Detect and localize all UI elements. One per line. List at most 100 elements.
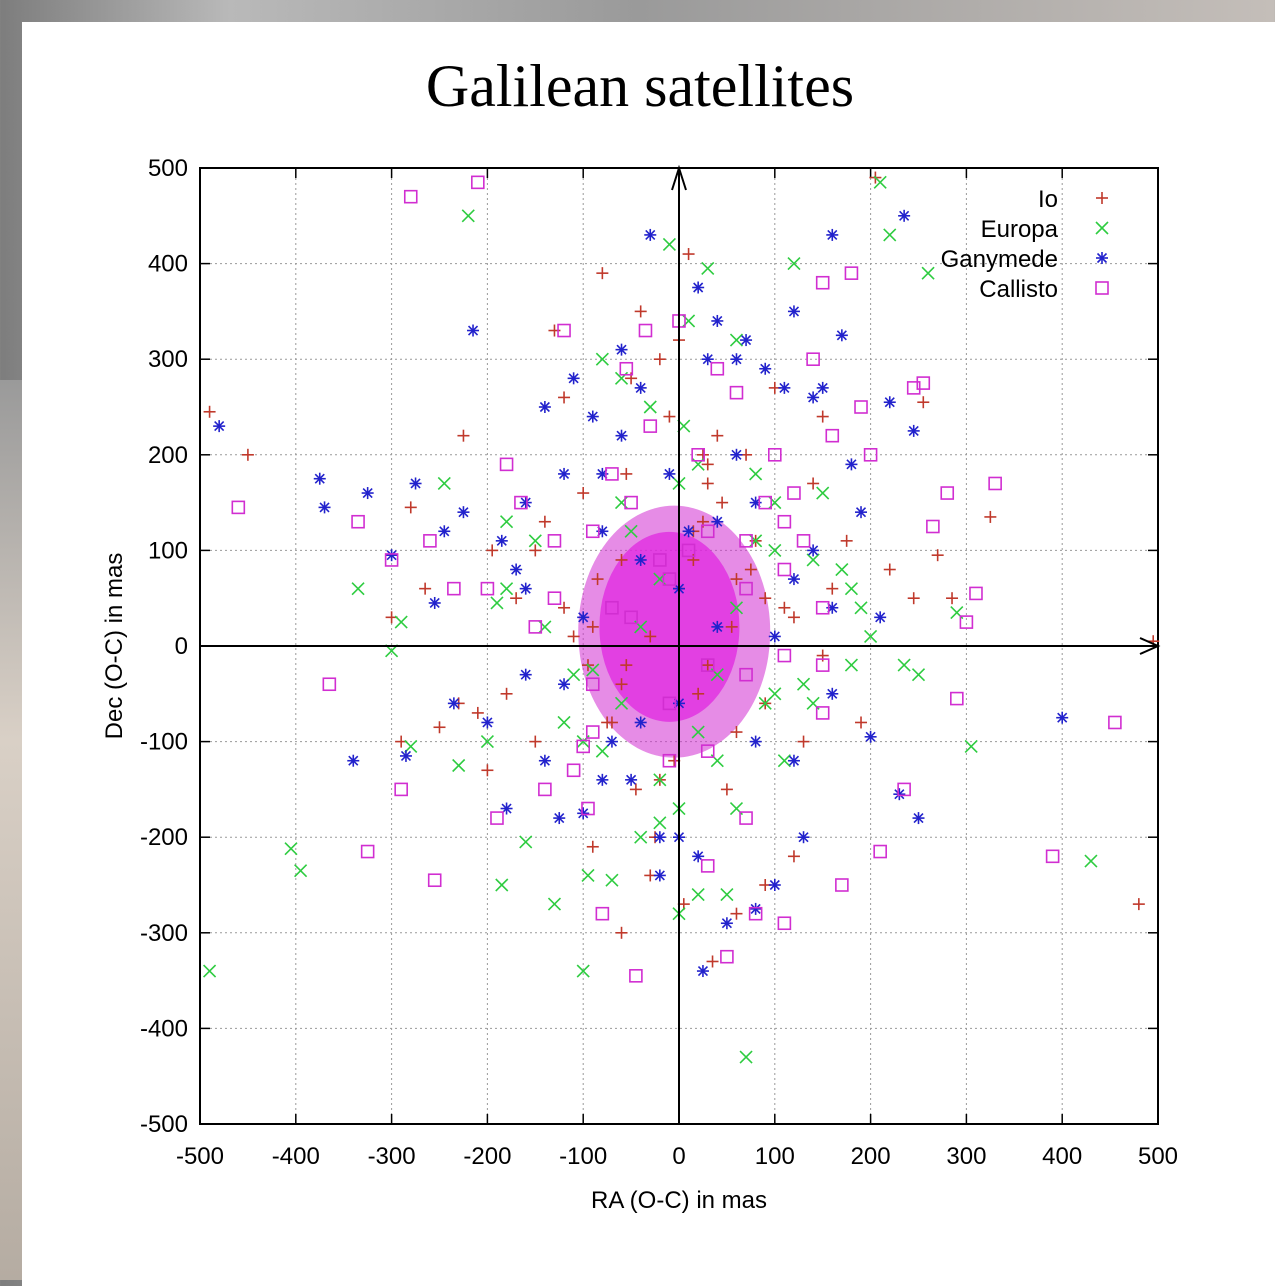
x-axis-label: RA (O-C) in mas [591,1187,767,1214]
callisto-point [710,361,725,376]
europa-point [729,333,744,347]
io-point [706,955,719,968]
io-point [615,678,628,691]
callisto-point [777,916,792,931]
ganymede-point [399,749,412,762]
io-point [433,721,446,734]
ganymede-point [883,396,896,409]
y-tick-label: 300 [148,346,188,373]
callisto-point [787,486,801,500]
ganymede-point [605,735,618,748]
io-point [529,544,542,557]
ganymede-point [519,496,532,509]
io-point [529,735,542,748]
ganymede-point [730,353,743,366]
y-tick-label: 0 [175,633,188,660]
io-point [816,410,829,423]
callisto-point [605,467,619,481]
io-point [725,620,738,633]
x-tick-label: -200 [463,1143,511,1170]
io-point [1132,898,1145,911]
callisto-point [662,572,677,586]
europa-point [547,897,562,911]
ganymede-point [787,573,800,586]
callisto-point [815,275,830,290]
io-point [644,630,657,643]
io-point [682,248,695,261]
io-point [840,534,853,547]
europa-point [394,615,408,629]
europa-point [768,687,782,701]
europa-point [557,715,571,730]
callisto-point [897,782,911,797]
y-tick-label: -100 [140,729,188,756]
europa-point [796,677,811,691]
europa-point [605,873,619,887]
ganymede-point [634,553,647,566]
callisto-point [815,706,830,720]
ganymede-point [749,735,762,748]
callisto-point [576,739,591,754]
x-tick-label: 500 [1138,1143,1178,1170]
callisto-point [815,600,830,615]
callisto-point [739,581,753,596]
europa-point [844,582,859,596]
europa-point [595,744,609,758]
ganymede-point [586,410,599,423]
callisto-point [322,677,337,692]
y-tick-label: -300 [140,920,188,947]
callisto-point [619,361,634,376]
io-point [241,448,254,461]
europa-point [624,524,638,538]
io-point [558,391,571,404]
ganymede-point [855,506,868,519]
y-tick-label: 500 [148,155,188,182]
io-point [629,783,642,796]
io-point [744,563,757,576]
ganymede-point [682,525,695,538]
ganymede-point [538,401,551,413]
europa-point [581,868,595,883]
callisto-point [906,381,921,395]
europa-point [662,237,676,252]
callisto-point [988,476,1002,491]
io-point [457,429,470,442]
io-point [586,620,599,633]
io-point [797,735,810,748]
ganymede-point [653,831,666,844]
europa-point [749,467,763,481]
callisto-point [653,553,667,567]
io-point [471,706,484,719]
io-point [653,353,666,366]
ganymede-point [577,807,590,820]
callisto-point [825,428,840,443]
callisto-point [403,189,418,204]
callisto-point [480,581,495,596]
europa-point [911,668,926,682]
io-point [692,687,705,700]
europa-point [614,696,629,710]
ganymede-point [457,506,470,519]
io-point [596,267,609,280]
io-point [778,601,791,614]
europa-point [729,601,744,615]
x-tick-label: -100 [559,1143,607,1170]
callisto-point [835,878,849,892]
y-tick-labels: 500 400 300 200 100 0 -100 -200 -300 -400 -500 [140,155,188,1138]
callisto-point [863,447,878,462]
ganymede-point [898,209,911,222]
ganymede-point [797,831,810,844]
io-point [419,582,432,595]
ganymede-point [347,754,360,767]
io-point [984,510,997,523]
ganymede-point [481,716,494,729]
ganymede-point [826,228,839,241]
europa-point [691,887,705,902]
io-point [620,659,633,672]
x-tick-label: 200 [851,1143,891,1170]
io-point [500,687,513,700]
io-point [620,467,633,480]
io-point [826,582,839,595]
europa-point [691,725,705,739]
